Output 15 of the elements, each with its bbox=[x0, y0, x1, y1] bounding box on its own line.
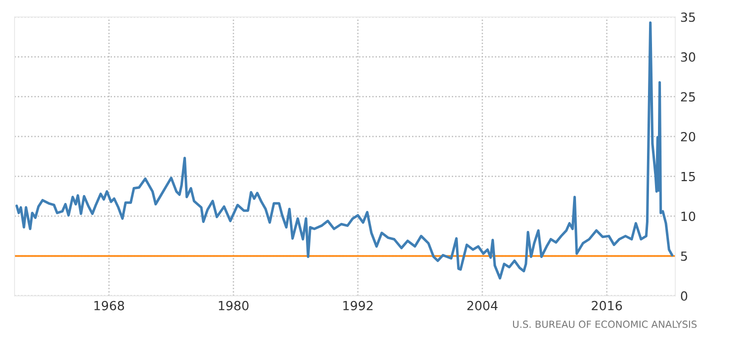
y-tick-label: 5 bbox=[681, 252, 687, 261]
y-tick-label: 25 bbox=[681, 92, 695, 102]
y-tick-label: 10 bbox=[681, 212, 696, 222]
x-tick-label: 1968 bbox=[94, 300, 124, 310]
x-tick-label: 1980 bbox=[218, 300, 249, 310]
y-tick-label: 30 bbox=[681, 52, 696, 62]
line-series bbox=[15, 21, 674, 280]
x-tick-label: 1992 bbox=[343, 300, 373, 310]
y-tick-label: 20 bbox=[681, 132, 696, 142]
text: U.S. BUREAU OF ECONOMIC ANALYSIS bbox=[513, 320, 697, 328]
x-tick-label: 2004 bbox=[467, 300, 498, 310]
y-tick-label: 0 bbox=[680, 291, 688, 301]
y-tick-label: 35 bbox=[681, 12, 695, 22]
x-tick-label: 2016 bbox=[592, 300, 622, 310]
y-tick-label: 15 bbox=[681, 172, 695, 182]
